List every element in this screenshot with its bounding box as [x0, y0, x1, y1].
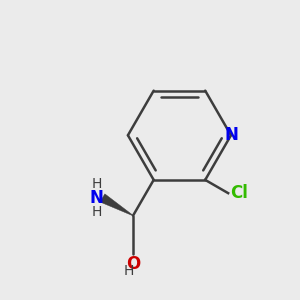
Text: Cl: Cl [230, 184, 247, 202]
Polygon shape [100, 194, 133, 216]
Text: H: H [92, 205, 102, 219]
Text: N: N [224, 126, 238, 144]
Text: H: H [124, 264, 134, 278]
Text: H: H [92, 177, 102, 190]
Text: N: N [90, 189, 104, 207]
Text: O: O [126, 255, 140, 273]
